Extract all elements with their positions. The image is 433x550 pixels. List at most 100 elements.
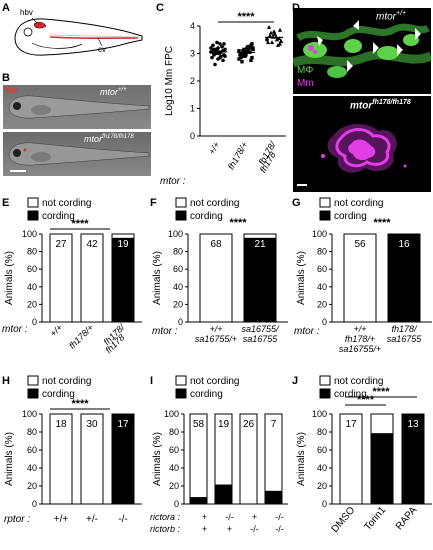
bar-cording-F-1 (243, 237, 277, 323)
x-axis-title-E: mtor : (2, 324, 28, 335)
y-tick-label-E-2: 40 (27, 282, 37, 292)
legend-label-not-cording-J: not cording (334, 376, 383, 387)
significance-label-F: **** (229, 217, 247, 229)
larva-body-outline (14, 18, 143, 56)
x-tick-label-G-1-1: sa16755 (387, 334, 423, 344)
chart-j-bar: not cording cording 0 20 40 60 80 100 Animals (%… (296, 375, 432, 535)
count-label-F-0: 68 (210, 239, 222, 250)
y-tick-label-H-2: 40 (27, 463, 37, 473)
larva-yolk (31, 42, 83, 49)
significance-label-G: **** (373, 217, 391, 229)
y-tick-label-H-5: 100 (22, 409, 37, 419)
dorsal-aorta (49, 34, 139, 38)
legend-swatch-cording-I (175, 388, 187, 399)
chart-i-bar: not cording cording 0 20 40 60 80 100 Animals (%… (150, 375, 288, 534)
y-tick-label-C-1: 1 (190, 104, 195, 114)
point-C-1-26 (239, 55, 243, 60)
point-C-0-26 (211, 47, 215, 52)
point-C-0-23 (220, 44, 224, 49)
point-C-1-19 (250, 42, 254, 46)
bar-not-cording-F-1 (243, 233, 277, 239)
y-tick-label-G-5: 100 (312, 229, 327, 239)
x-tick-label-I-1-1: + (227, 524, 232, 534)
genotype-bottom-b-name: mtor (84, 134, 102, 144)
legend-label-not-cording-H: not cording (42, 376, 91, 387)
hindbrain-ventricle (33, 22, 47, 29)
point-C-1-17 (251, 47, 255, 52)
y-tick-label-F-5: 100 (168, 229, 183, 239)
x-tick-label-H-1: +/- (86, 514, 98, 525)
x-tick-label-I-3-1: -/- (275, 524, 284, 534)
count-label-G-0: 56 (354, 239, 366, 250)
genotype-bottom-d: mtorfh178/fh178 (350, 99, 411, 111)
fluorescence-image-mutant (293, 96, 431, 192)
point-C-0-27 (218, 42, 222, 46)
point-C-0-1 (216, 46, 220, 50)
legend-label-not-cording-I: not cording (190, 376, 239, 387)
y-tick-label-J-2: 40 (317, 463, 327, 473)
count-label-E-1: 42 (86, 239, 98, 250)
x-axis-title-F: mtor : (152, 326, 178, 337)
y-tick-label-G-1: 20 (317, 299, 327, 309)
x-tick-label-J-1: Torin1 (362, 505, 388, 533)
hbv-annotation: hbv (20, 8, 33, 17)
point-C-1-9 (240, 60, 244, 64)
y-tick-label-F-1: 20 (173, 299, 183, 309)
point-C-1-4 (250, 55, 254, 60)
y-tick-label-H-3: 60 (27, 445, 37, 455)
y-tick-label-G-3: 60 (317, 264, 327, 274)
y-tick-label-J-0: 0 (322, 499, 327, 509)
point-C-1-21 (249, 58, 253, 63)
macrophage-label: MΦ (297, 65, 314, 76)
significance-label-C: **** (237, 11, 255, 23)
x-tick-label-G-0-0: +/+ (353, 324, 366, 334)
panel-label-j: J (292, 375, 299, 387)
point-C-0-28 (210, 55, 214, 60)
legend-label-cording-F: cording (190, 211, 223, 222)
scale-bar-b (10, 170, 26, 172)
point-C-1-27 (246, 44, 250, 49)
x-tick-label-E-0-0: +/+ (48, 322, 64, 338)
point-C-0-18 (215, 40, 219, 45)
legend-label-cording-H: cording (42, 389, 75, 400)
y-tick-label-E-1: 20 (27, 299, 37, 309)
genotype-top-b-name: mtor (100, 87, 118, 97)
point-C-0-25 (219, 54, 223, 59)
y-tick-label-C-4: 4 (190, 21, 195, 31)
y-axis-label-G: Animals (%) (296, 251, 307, 305)
x-tick-label-F-1-0: sa16755/ (241, 324, 280, 334)
panel-label-h: H (2, 375, 10, 387)
legend-swatch-cording-J (319, 388, 331, 399)
x-tick-label-I-0-0: + (202, 512, 207, 522)
significance-label-J-1: **** (372, 386, 390, 398)
genotype-bottom-d-name: mtor (350, 100, 373, 112)
x-tick-label-G-0-1: fh178/+ (345, 334, 375, 344)
genotype-top-d-sup: +/+ (396, 10, 407, 17)
x-tick-label-C-0-0: +/+ (207, 140, 222, 156)
y-tick-label-I-5: 100 (164, 409, 179, 419)
significance-label-E: **** (71, 218, 89, 230)
point-C-1-20 (242, 51, 246, 56)
count-label-E-0: 27 (55, 239, 67, 250)
y-axis-label-J: Animals (%) (296, 432, 307, 486)
count-label-E-2: 19 (117, 239, 129, 250)
point-C-2-14 (272, 32, 278, 36)
point-C-0-16 (216, 57, 220, 61)
count-label-H-1: 30 (86, 419, 98, 430)
x-tick-label-F-1-1: sa16755 (243, 334, 279, 344)
y-tick-label-F-2: 40 (173, 282, 183, 292)
y-tick-label-J-3: 60 (317, 445, 327, 455)
x-tick-label-I-2-0: + (252, 512, 257, 522)
point-C-2-4 (277, 27, 283, 32)
y-tick-label-F-3: 60 (173, 264, 183, 274)
genotype-top-d: mtor+/+ (376, 10, 406, 22)
bar-cording-E-2 (111, 237, 135, 323)
legend-label-cording-G: cording (334, 211, 367, 222)
x-tick-label-G-1-0: fh178/ (391, 324, 418, 334)
mm-label-b: Mm (5, 86, 19, 95)
y-tick-label-C-0: 0 (190, 131, 195, 141)
bar-cording-I-3 (264, 490, 283, 505)
point-C-1-18 (243, 54, 247, 58)
x-tick-label-I-3-0: -/- (275, 512, 284, 522)
genotype-bottom-d-sup: fh178/fh178 (372, 99, 411, 106)
